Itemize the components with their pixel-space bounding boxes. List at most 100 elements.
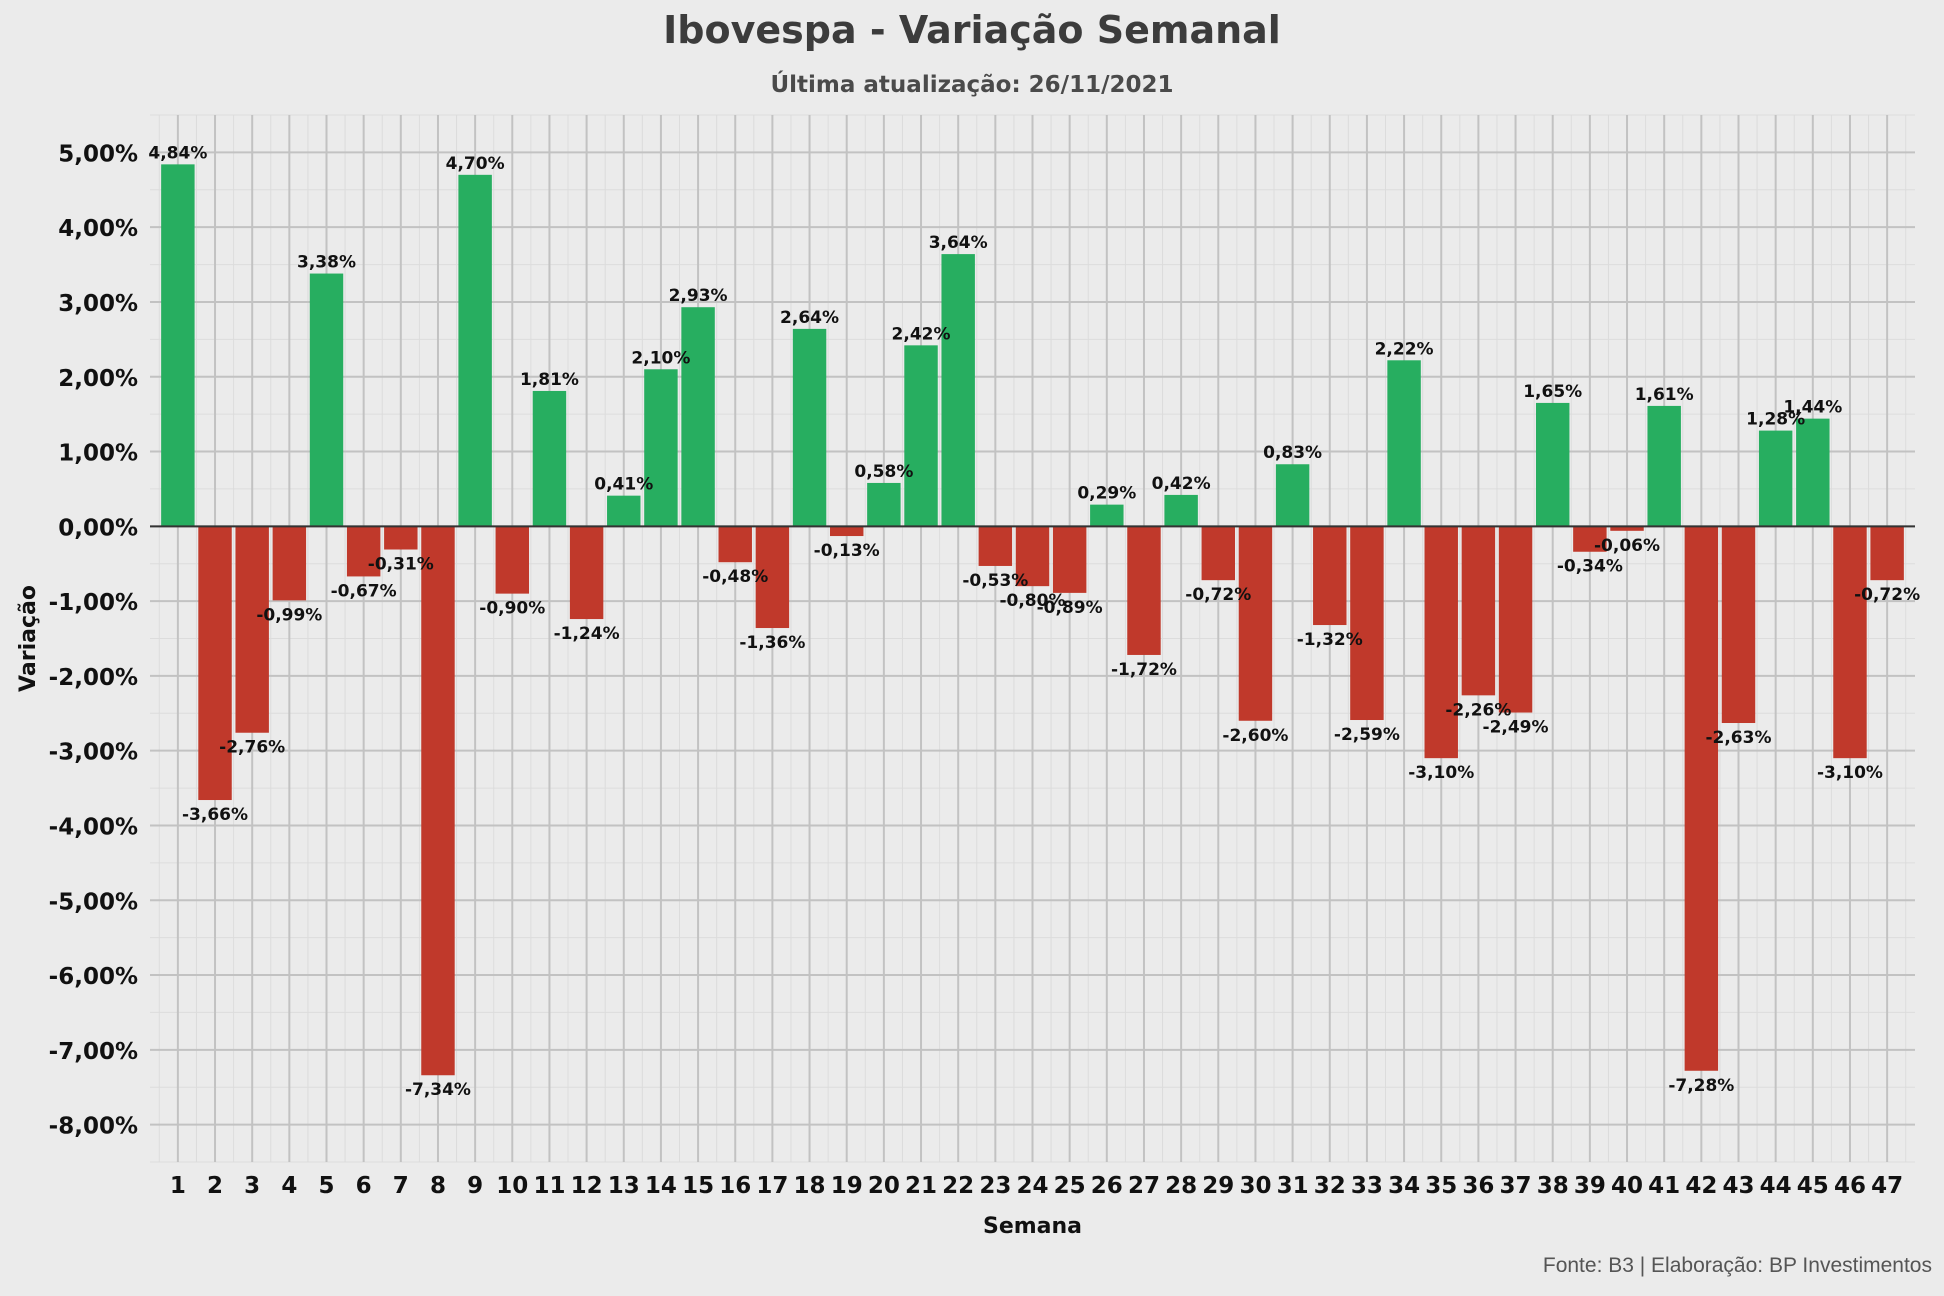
x-tick-label: 4 <box>281 1173 297 1199</box>
data-label: -7,28% <box>1668 1076 1734 1096</box>
x-tick-label: 24 <box>1016 1173 1048 1199</box>
bar <box>1796 418 1830 527</box>
y-tick-label: 0,00% <box>58 515 138 541</box>
x-tick-label: 35 <box>1425 1173 1457 1199</box>
bar <box>1052 526 1087 593</box>
labels-layer: 4,84% -3,66% -2,76% -0,99% 3,38% -0,67% -0,31%… <box>148 143 1920 1100</box>
x-tick-label: 14 <box>645 1173 677 1199</box>
bar <box>272 526 307 601</box>
y-tick-label: 4,00% <box>58 216 138 242</box>
bar <box>1127 526 1161 655</box>
bar <box>644 369 678 527</box>
x-tick-label: 38 <box>1537 1173 1569 1199</box>
x-tick-label: 19 <box>831 1173 863 1199</box>
x-tick-label: 17 <box>756 1173 788 1199</box>
x-tick-label: 40 <box>1611 1173 1643 1199</box>
data-label: 1,61% <box>1635 385 1694 405</box>
data-label: 2,10% <box>631 348 690 368</box>
data-label: 3,38% <box>297 253 356 273</box>
bar <box>1090 504 1124 527</box>
data-label: -0,67% <box>331 581 397 601</box>
data-label: -7,34% <box>405 1080 471 1100</box>
x-tick-label: 8 <box>430 1173 446 1199</box>
data-label: -0,90% <box>479 599 545 619</box>
x-tick-label: 22 <box>942 1173 974 1199</box>
data-label: -2,63% <box>1705 728 1771 748</box>
data-label: 1,65% <box>1523 382 1582 402</box>
bar <box>1573 526 1607 552</box>
x-tick-label: 47 <box>1871 1173 1903 1199</box>
x-tick-label: 41 <box>1648 1173 1680 1199</box>
data-label: 1,81% <box>520 370 579 390</box>
data-label: 2,42% <box>892 324 951 344</box>
bar <box>495 526 530 594</box>
data-label: -1,72% <box>1111 660 1177 680</box>
bar <box>755 526 790 629</box>
y-axis-title: Variação <box>16 585 41 692</box>
data-label: 3,64% <box>929 233 988 253</box>
x-tick-label: 25 <box>1054 1173 1086 1199</box>
bar <box>681 307 715 527</box>
grid-layer <box>150 114 1915 1163</box>
x-tick-label: 6 <box>356 1173 372 1199</box>
chart-caption: Fonte: B3 | Elaboração: BP Investimentos <box>1542 1254 1932 1277</box>
data-label: 2,93% <box>669 286 728 306</box>
y-tick-label: 1,00% <box>58 441 138 467</box>
bar <box>1461 526 1496 696</box>
data-label: -0,06% <box>1594 536 1660 556</box>
bar <box>1647 405 1681 527</box>
y-tick-label: -8,00% <box>49 1114 138 1140</box>
x-tick-label: 11 <box>533 1173 565 1199</box>
x-tick-label: 46 <box>1834 1173 1866 1199</box>
y-tick-label: -6,00% <box>49 964 138 990</box>
bar <box>1833 526 1867 759</box>
bar <box>346 526 381 577</box>
data-label: -1,36% <box>739 633 805 653</box>
data-label: 4,84% <box>148 143 207 163</box>
data-label: -0,34% <box>1557 557 1623 577</box>
bar <box>941 254 975 527</box>
x-tick-label: 43 <box>1722 1173 1754 1199</box>
x-tick-label: 21 <box>905 1173 937 1199</box>
bar <box>904 345 938 527</box>
data-label: -0,89% <box>1037 598 1103 618</box>
data-label: -2,49% <box>1483 718 1549 738</box>
data-label: -0,13% <box>814 541 880 561</box>
x-tick-label: 37 <box>1500 1173 1532 1199</box>
bar <box>384 526 418 550</box>
data-label: -0,72% <box>1854 585 1920 605</box>
x-tick-label: 16 <box>719 1173 751 1199</box>
data-label: -3,10% <box>1817 763 1883 783</box>
bar <box>1721 526 1756 724</box>
bar <box>532 390 567 527</box>
x-tick-label: 10 <box>496 1173 528 1199</box>
bar <box>198 526 232 801</box>
x-tick-label: 18 <box>794 1173 826 1199</box>
bar <box>1498 526 1533 713</box>
x-tick-label: 32 <box>1314 1173 1346 1199</box>
data-label: -2,60% <box>1222 726 1288 746</box>
x-tick-label: 26 <box>1091 1173 1123 1199</box>
bar <box>1350 526 1384 721</box>
bar <box>1238 526 1273 721</box>
x-tick-label: 3 <box>244 1173 260 1199</box>
bar <box>1424 526 1458 759</box>
bar <box>1610 526 1644 531</box>
data-label: -2,59% <box>1334 725 1400 745</box>
x-tick-label: 29 <box>1202 1173 1234 1199</box>
data-label: -0,72% <box>1185 585 1251 605</box>
bar <box>718 526 752 563</box>
x-tick-label: 31 <box>1277 1173 1309 1199</box>
x-tick-label: 13 <box>608 1173 640 1199</box>
y-tick-label: 5,00% <box>58 141 138 167</box>
data-label: -0,48% <box>702 567 768 587</box>
bar <box>1015 526 1050 587</box>
bar <box>1758 430 1793 527</box>
x-tick-label: 23 <box>979 1173 1011 1199</box>
x-tick-label: 36 <box>1462 1173 1494 1199</box>
bar <box>1275 464 1310 527</box>
data-label: 1,28% <box>1746 410 1805 430</box>
bar <box>1870 526 1904 581</box>
data-label: 4,70% <box>446 154 505 174</box>
bar <box>421 526 455 1076</box>
